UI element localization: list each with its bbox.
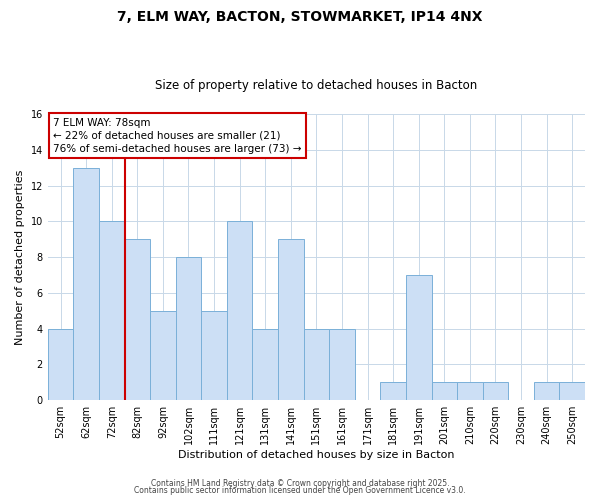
Bar	[534, 382, 559, 400]
Bar	[278, 239, 304, 400]
Text: Contains HM Land Registry data © Crown copyright and database right 2025.: Contains HM Land Registry data © Crown c…	[151, 478, 449, 488]
Text: 7, ELM WAY, BACTON, STOWMARKET, IP14 4NX: 7, ELM WAY, BACTON, STOWMARKET, IP14 4NX	[117, 10, 483, 24]
Bar	[253, 328, 278, 400]
Bar	[559, 382, 585, 400]
Bar	[73, 168, 99, 400]
X-axis label: Distribution of detached houses by size in Bacton: Distribution of detached houses by size …	[178, 450, 455, 460]
Bar	[380, 382, 406, 400]
Bar	[48, 328, 73, 400]
Bar	[227, 222, 253, 400]
Bar	[176, 257, 201, 400]
Text: Contains public sector information licensed under the Open Government Licence v3: Contains public sector information licen…	[134, 486, 466, 495]
Bar	[406, 275, 431, 400]
Bar	[125, 239, 150, 400]
Text: 7 ELM WAY: 78sqm
← 22% of detached houses are smaller (21)
76% of semi-detached : 7 ELM WAY: 78sqm ← 22% of detached house…	[53, 118, 301, 154]
Bar	[329, 328, 355, 400]
Title: Size of property relative to detached houses in Bacton: Size of property relative to detached ho…	[155, 79, 478, 92]
Bar	[201, 311, 227, 400]
Bar	[482, 382, 508, 400]
Y-axis label: Number of detached properties: Number of detached properties	[15, 170, 25, 345]
Bar	[431, 382, 457, 400]
Bar	[304, 328, 329, 400]
Bar	[457, 382, 482, 400]
Bar	[99, 222, 125, 400]
Bar	[150, 311, 176, 400]
